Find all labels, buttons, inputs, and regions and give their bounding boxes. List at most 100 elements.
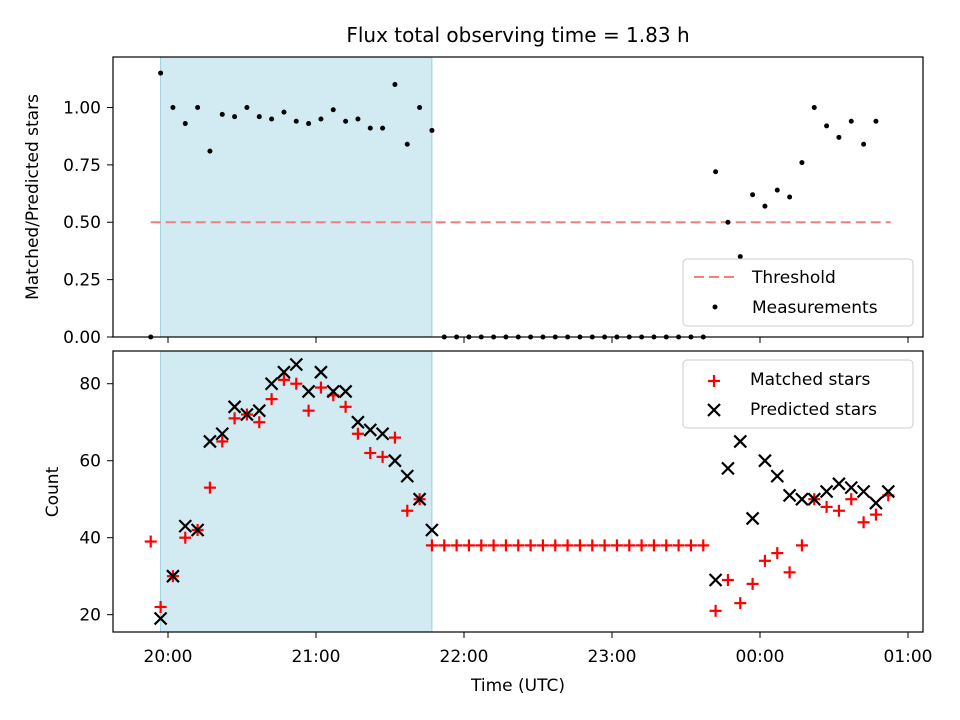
matched-point: [425, 539, 438, 552]
measurement-point: [799, 160, 805, 166]
matched-point: [561, 539, 574, 552]
predicted-point: [277, 365, 291, 379]
predicted-legend-label: Predicted stars: [750, 400, 877, 420]
bottom-y-axis-label: Count: [43, 466, 63, 517]
predicted-point: [844, 480, 859, 495]
bottom-y-ticks: 20 40 60 80: [79, 375, 113, 626]
measurement-point: [281, 109, 287, 115]
bottom-legend-box: [682, 359, 914, 429]
matched-point: [487, 539, 500, 552]
x-tick-label: 20:00: [144, 647, 193, 667]
matched-point: [216, 435, 229, 448]
x-tick-label: 01:00: [884, 647, 933, 667]
matched-point: [339, 400, 352, 413]
predicted-point: [807, 492, 822, 506]
matched-point: [869, 508, 882, 521]
matched-point: [154, 600, 167, 613]
y-tick-label: 0.75: [63, 156, 101, 176]
measurement-point: [232, 114, 238, 120]
measurement-point: [367, 125, 373, 131]
matched-point: [524, 539, 537, 552]
measurement-point: [429, 127, 435, 133]
predicted-point: [252, 403, 267, 418]
predicted-point: [388, 453, 402, 468]
measurement-point: [293, 118, 299, 124]
matched-point: [734, 597, 747, 610]
measurement-point: [417, 104, 423, 110]
matched-point: [623, 539, 636, 552]
measurement-point: [380, 125, 386, 131]
measurement-point: [355, 116, 361, 122]
predicted-point: [795, 492, 809, 506]
measurement-point: [244, 104, 250, 110]
matched-point: [709, 604, 722, 617]
measurement-point: [750, 192, 756, 198]
measurement-point: [256, 114, 262, 120]
predicted-points: [153, 357, 896, 626]
x-axis-label: Time (UTC): [470, 676, 565, 696]
matched-point: [721, 574, 734, 587]
predicted-point: [326, 384, 341, 399]
measurement-point: [836, 134, 842, 140]
predicted-point: [881, 484, 896, 499]
measurement-point: [404, 141, 410, 147]
predicted-point: [338, 384, 353, 399]
predicted-point: [178, 519, 193, 533]
predicted-point: [375, 426, 390, 441]
matched-point: [265, 393, 278, 406]
predicted-point: [289, 357, 304, 372]
matched-point: [697, 539, 710, 552]
matched-point: [475, 539, 488, 552]
top-y-axis-label: Matched/Predicted stars: [23, 94, 43, 300]
predicted-point: [351, 415, 365, 429]
measurement-point: [219, 111, 225, 117]
measurement-point: [848, 118, 854, 124]
matched-point: [512, 539, 525, 552]
matched-legend-swatch: [708, 375, 720, 387]
matched-point: [388, 431, 401, 444]
measurement-point: [330, 107, 336, 113]
predicted-point: [733, 434, 748, 449]
y-tick-label: 40: [79, 529, 101, 549]
measurement-point: [306, 121, 312, 127]
predicted-point: [856, 484, 871, 499]
matched-point: [758, 554, 771, 567]
matched-point: [610, 539, 623, 552]
matched-point: [647, 539, 660, 552]
matched-point: [450, 539, 463, 552]
y-tick-label: 80: [79, 375, 101, 395]
x-tick-label: 21:00: [292, 647, 341, 667]
predicted-point: [708, 573, 723, 587]
measurement-point: [774, 187, 780, 193]
matched-point: [364, 447, 377, 460]
matched-point: [771, 547, 784, 560]
measurement-point: [207, 148, 213, 154]
bottom-plot-frame: [112, 350, 924, 633]
matched-legend-label: Matched stars: [750, 370, 870, 390]
predicted-point: [400, 469, 415, 483]
measurement-points: [148, 70, 879, 340]
measurement-point: [873, 118, 879, 124]
y-tick-label: 60: [79, 452, 101, 472]
measurement-point: [762, 203, 768, 209]
matched-point: [845, 493, 858, 506]
matched-point: [462, 539, 475, 552]
predicted-point: [166, 569, 180, 583]
y-tick-label: 0.50: [63, 213, 101, 233]
matched-point: [832, 504, 845, 517]
matched-point: [684, 539, 697, 552]
matched-point: [351, 427, 364, 440]
measurement-point: [725, 219, 731, 225]
predicted-point: [819, 484, 834, 499]
predicted-point: [153, 611, 168, 626]
measurement-point: [170, 104, 176, 110]
matched-point: [672, 539, 685, 552]
matched-point: [598, 539, 611, 552]
predicted-point: [869, 496, 883, 510]
predicted-point: [770, 469, 785, 483]
top-panel: 0.00 0.25 0.50 0.75 1.00 Matched/Predicted s…: [23, 56, 924, 348]
measurements-legend-swatch: [712, 304, 718, 310]
y-tick-label: 0.00: [63, 328, 101, 348]
